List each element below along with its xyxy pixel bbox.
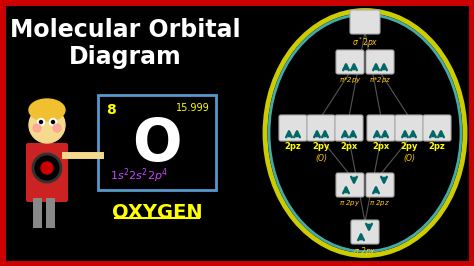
FancyBboxPatch shape (26, 143, 68, 202)
Circle shape (41, 162, 53, 174)
FancyBboxPatch shape (279, 115, 307, 141)
Text: $\pi$ 2py: $\pi$ 2py (339, 198, 361, 208)
Text: O: O (132, 116, 182, 173)
Text: 15.999: 15.999 (176, 103, 210, 113)
Text: Diagram: Diagram (69, 45, 182, 69)
Text: $\pi$ 2pz: $\pi$ 2pz (369, 198, 391, 208)
Text: 2pz: 2pz (428, 142, 446, 151)
Text: $1s^2 2s^2 2p^4$: $1s^2 2s^2 2p^4$ (110, 167, 168, 185)
FancyBboxPatch shape (350, 10, 380, 34)
Circle shape (37, 118, 45, 126)
Circle shape (49, 118, 56, 126)
FancyBboxPatch shape (307, 115, 335, 141)
Text: (O): (O) (403, 154, 415, 163)
Text: 2py: 2py (312, 142, 330, 151)
FancyBboxPatch shape (336, 50, 364, 74)
Text: $\sigma$ 2px: $\sigma$ 2px (353, 245, 377, 258)
FancyBboxPatch shape (367, 115, 395, 141)
Circle shape (33, 154, 61, 182)
Text: $\sigma^* 2px$: $\sigma^* 2px$ (352, 36, 378, 50)
Text: 8: 8 (106, 103, 116, 117)
FancyBboxPatch shape (335, 115, 363, 141)
FancyBboxPatch shape (46, 198, 55, 228)
Circle shape (33, 124, 41, 132)
Text: (O): (O) (315, 154, 327, 163)
Circle shape (53, 124, 61, 132)
Circle shape (29, 107, 65, 143)
Text: 2pz: 2pz (284, 142, 301, 151)
FancyBboxPatch shape (351, 220, 379, 244)
FancyBboxPatch shape (33, 198, 42, 228)
Text: $\pi$*2py: $\pi$*2py (338, 75, 361, 85)
FancyBboxPatch shape (336, 173, 364, 197)
Text: 2px: 2px (373, 142, 390, 151)
FancyBboxPatch shape (366, 173, 394, 197)
Circle shape (52, 120, 55, 123)
Bar (98, 95, 216, 190)
Text: 2px: 2px (340, 142, 357, 151)
Ellipse shape (29, 99, 65, 121)
Text: OXYGEN: OXYGEN (112, 202, 202, 222)
Text: Molecular Orbital: Molecular Orbital (9, 18, 240, 42)
Circle shape (39, 120, 43, 123)
Text: 2py: 2py (401, 142, 418, 151)
FancyBboxPatch shape (366, 50, 394, 74)
FancyBboxPatch shape (423, 115, 451, 141)
Text: $\pi$*2pz: $\pi$*2pz (369, 75, 391, 85)
FancyBboxPatch shape (395, 115, 423, 141)
